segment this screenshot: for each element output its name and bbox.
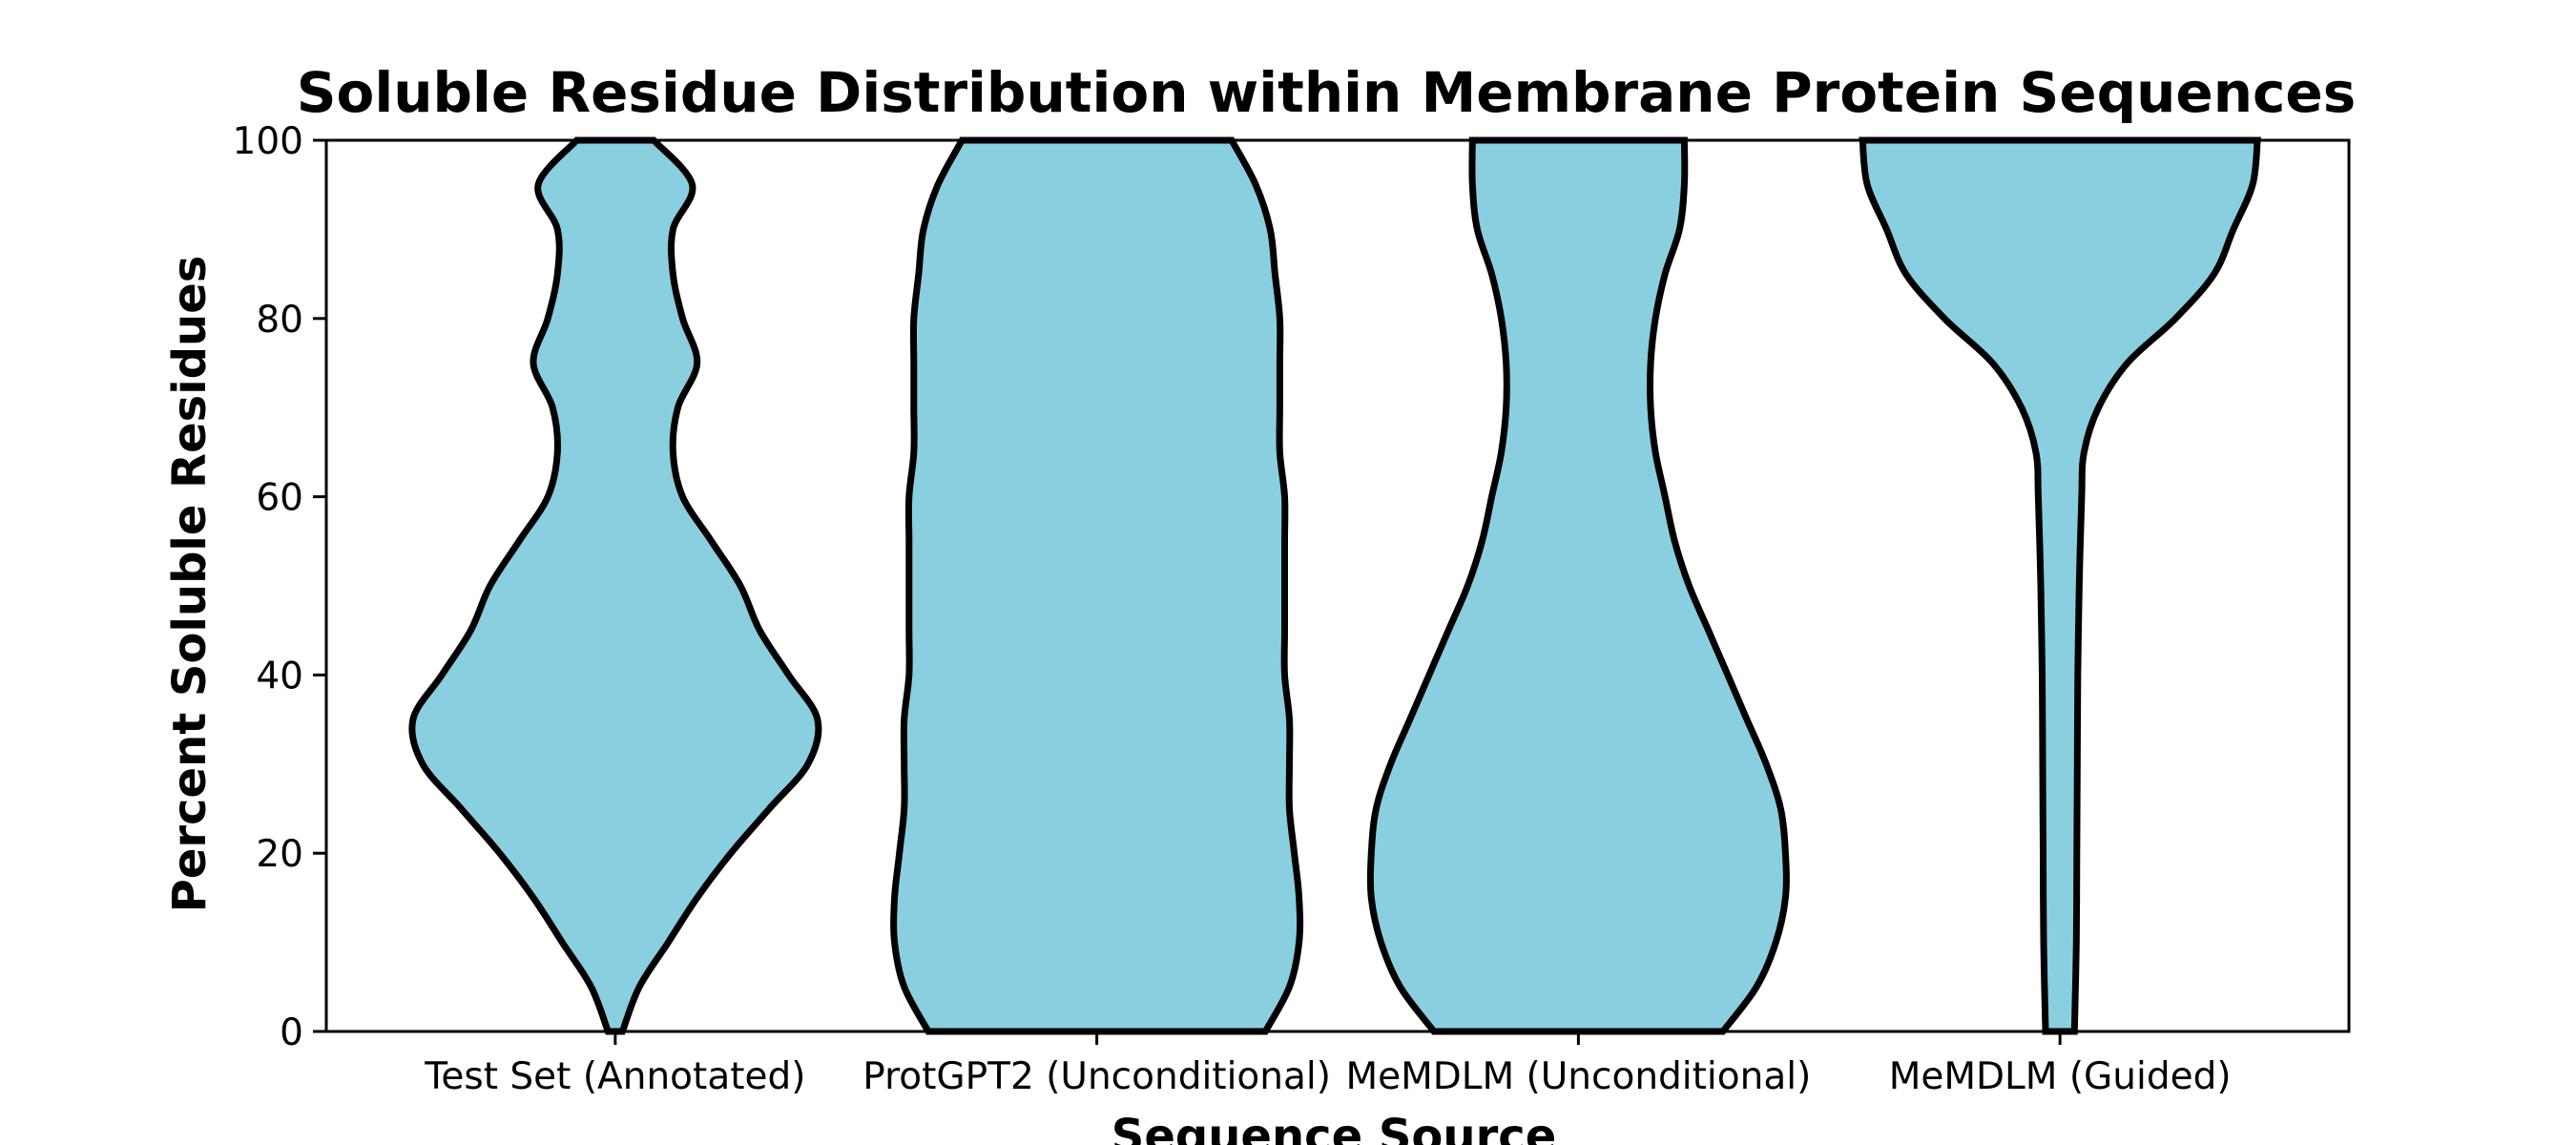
plot-frame xyxy=(324,138,2351,1033)
violin-memdlm-guided xyxy=(1859,136,2261,1035)
y-tick-label: 60 xyxy=(256,477,303,520)
y-tick-label: 100 xyxy=(233,120,303,163)
chart-title: Soluble Residue Distribution within Memb… xyxy=(297,60,2357,125)
y-tick-label: 20 xyxy=(256,833,303,876)
x-tick-label: Test Set (Annotated) xyxy=(424,1055,805,1098)
y-tick-label: 80 xyxy=(256,299,303,342)
x-tick-label: MeMDLM (Guided) xyxy=(1889,1055,2232,1098)
x-tick-label: MeMDLM (Unconditional) xyxy=(1345,1055,1811,1098)
x-axis: Test Set (Annotated) ProtGPT2 (Unconditio… xyxy=(424,1031,2232,1098)
violin-memdlm-unconditional xyxy=(1366,136,1790,1035)
violin-protgpt2-unconditional xyxy=(890,136,1304,1035)
y-tick-label: 0 xyxy=(280,1011,303,1054)
y-axis-label: Percent Soluble Residues xyxy=(163,256,217,913)
y-axis: 0 20 40 60 80 100 xyxy=(233,120,326,1054)
x-axis-label: Sequence Source xyxy=(1111,1110,1557,1145)
violins-group xyxy=(408,136,2261,1035)
violin-test-set-annotated xyxy=(408,136,822,1035)
y-tick-label: 40 xyxy=(256,655,303,697)
x-tick-label: ProtGPT2 (Unconditional) xyxy=(862,1055,1331,1098)
